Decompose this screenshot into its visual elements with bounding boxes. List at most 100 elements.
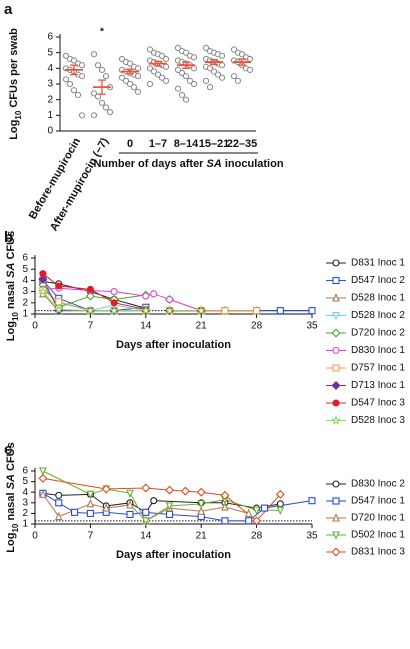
- marker: [276, 307, 284, 315]
- group-label-part: SA: [207, 158, 222, 170]
- panel-label: b: [4, 229, 13, 246]
- marker: [308, 497, 316, 505]
- data-point: [102, 104, 110, 111]
- data-point: [182, 96, 190, 103]
- marker: [85, 291, 95, 301]
- y-tick-label: 4: [22, 487, 28, 498]
- legend-label: D547 Inoc 2: [351, 275, 405, 286]
- data-point: [214, 71, 222, 78]
- legend-label: D831 Inoc 3: [351, 547, 405, 558]
- marker: [260, 504, 269, 512]
- marker: [244, 508, 253, 517]
- y-tick-label: 5: [22, 476, 28, 487]
- marker: [150, 497, 158, 505]
- data-point: [206, 84, 214, 91]
- marker: [197, 500, 206, 509]
- y-axis-label-part: CFUs: [5, 231, 17, 263]
- x-tick-label: 21: [196, 531, 208, 542]
- data-point: [154, 71, 162, 78]
- marker: [221, 517, 229, 525]
- y-tick-label: 3: [22, 497, 28, 508]
- marker: [332, 259, 340, 267]
- group-label-part: inoculation: [222, 158, 284, 170]
- data-point: [90, 112, 98, 119]
- marker: [331, 328, 341, 338]
- data-point: [202, 77, 210, 84]
- data-point: [90, 90, 98, 97]
- data-point: [98, 99, 106, 106]
- y-axis-label-part: Log: [5, 321, 17, 341]
- data-point: [162, 63, 170, 70]
- marker: [142, 508, 150, 516]
- marker: [71, 508, 79, 516]
- data-point: [134, 88, 142, 95]
- y-tick-label: 6: [47, 32, 53, 43]
- group-label-part: Number of days after: [93, 158, 206, 170]
- y-tick-label: 6: [22, 253, 28, 264]
- y-tick-label: 5: [47, 47, 53, 58]
- marker: [252, 506, 261, 516]
- data-point: [162, 55, 170, 63]
- data-point: [102, 73, 110, 80]
- y-tick-label: 4: [22, 275, 28, 286]
- data-point: [122, 77, 130, 84]
- data-point: [202, 44, 210, 52]
- legend-label: D831 Inoc 1: [351, 258, 405, 269]
- legend-label: D547 Inoc 3: [351, 398, 405, 409]
- marker: [332, 364, 340, 372]
- marker: [275, 489, 285, 499]
- data-point: [186, 77, 194, 84]
- x-tick-label: 8–14: [174, 138, 199, 150]
- marker: [332, 531, 340, 540]
- x-tick-label: 0: [32, 531, 38, 542]
- y-tick-label: 3: [22, 286, 28, 297]
- data-point: [130, 84, 138, 91]
- marker: [150, 290, 158, 298]
- marker: [55, 282, 63, 290]
- marker: [39, 270, 47, 278]
- marker: [108, 305, 120, 316]
- marker: [197, 506, 206, 515]
- y-axis-label-part: CFUs: [5, 442, 17, 474]
- marker: [165, 295, 174, 303]
- data-point: [94, 62, 102, 69]
- x-tick-label: 14: [140, 531, 152, 542]
- marker: [221, 307, 229, 315]
- data-point: [206, 65, 214, 72]
- x-tick-label: 7: [88, 321, 94, 332]
- data-point: [230, 46, 238, 53]
- marker: [141, 483, 151, 493]
- group-label: Number of days after SA inoculation: [93, 158, 283, 170]
- data-point: [146, 46, 154, 53]
- marker: [142, 292, 150, 300]
- data-point: [218, 62, 226, 69]
- marker: [252, 516, 262, 526]
- y-axis-label: Log10 nasal SA CFUs: [5, 231, 20, 341]
- marker: [86, 490, 95, 500]
- data-point: [158, 52, 166, 59]
- marker: [220, 490, 230, 500]
- x-axis-label: Days after inoculation: [116, 549, 231, 561]
- x-tick-label: 0: [127, 138, 133, 150]
- y-axis-label: Log10 nasal SA CFUs: [5, 442, 20, 552]
- marker: [38, 274, 48, 284]
- x-tick-label: 14: [140, 321, 152, 332]
- x-tick-label: 28: [251, 531, 263, 542]
- panel-label: c: [4, 441, 12, 458]
- x-tick-label: 0: [32, 321, 38, 332]
- marker: [180, 486, 190, 496]
- data-point: [62, 76, 70, 83]
- marker: [164, 305, 175, 316]
- y-tick-label: 4: [47, 63, 53, 74]
- data-point: [174, 66, 182, 74]
- data-point: [146, 65, 154, 72]
- legend-label: D547 Inoc 1: [351, 496, 405, 507]
- data-point: [118, 74, 126, 81]
- data-point: [70, 87, 78, 94]
- data-point: [78, 112, 86, 119]
- marker: [38, 473, 48, 483]
- legend-label: D528 Inoc 3: [351, 415, 405, 426]
- data-point: [146, 80, 154, 88]
- data-point: [126, 80, 134, 88]
- data-point: [162, 77, 170, 84]
